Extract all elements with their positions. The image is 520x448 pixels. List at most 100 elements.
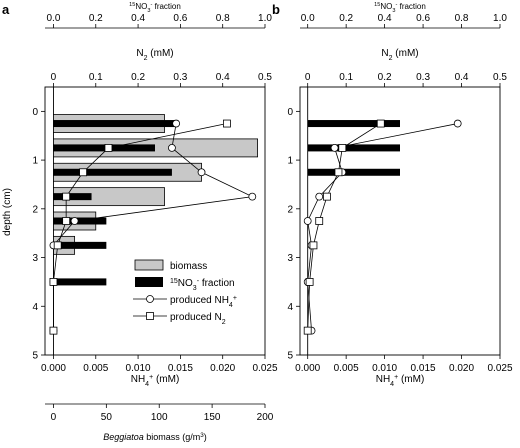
fraction-bar	[53, 168, 172, 176]
fraction-axis-label: 15NO3- fraction	[374, 2, 426, 14]
n2-tick-label: 0	[305, 72, 311, 83]
depth-tick-label: 5	[32, 351, 38, 362]
n2-point	[62, 217, 71, 225]
n2-tick-label: 0.1	[89, 72, 103, 83]
legend-label-biomass: biomass	[170, 261, 207, 272]
nh4-tick-label: 0.005	[83, 363, 108, 374]
nh4-point	[248, 192, 257, 201]
n2-tick-label: 0.5	[258, 72, 272, 83]
fraction-bar	[53, 193, 92, 201]
nh4-tick-label: 0.005	[334, 363, 359, 374]
depth-tick-label: 1	[32, 156, 38, 167]
fraction-bar	[53, 144, 155, 152]
nh4-point	[172, 119, 181, 128]
depth-tick-label: 0	[287, 107, 293, 118]
n2-axis-label: N2 (mM)	[136, 48, 173, 62]
fraction-tick-label: 0.4	[378, 13, 392, 24]
nh4-tick-label: 0.000	[41, 363, 66, 374]
n2-point	[334, 168, 343, 177]
n2-point	[323, 192, 331, 201]
panel-b: 0 1 2 3 4 5 0 0.1 0.2 0.3 0.4 0.5 N2 (mM) 0.0 0.2 0.4 0.…	[287, 2, 513, 388]
fraction-bar	[53, 278, 107, 286]
fraction-bar	[53, 217, 107, 225]
n2-tick-label: 0.5	[493, 72, 507, 83]
n2-point	[104, 144, 113, 152]
fraction-bar	[307, 120, 400, 128]
nh4-line	[53, 123, 254, 331]
fraction-tick-label: 1.0	[493, 13, 507, 24]
nh4-point	[315, 192, 324, 201]
depth-tick-label: 1	[287, 156, 293, 167]
depth-tick-label: 3	[32, 253, 38, 264]
fraction-tick-label: 0.8	[455, 13, 469, 24]
n2-tick-label: 0.1	[339, 72, 353, 83]
nh4-point	[70, 217, 79, 225]
n2-point	[79, 168, 87, 177]
biomass-tick-label: 50	[101, 412, 113, 423]
nh4-point	[330, 144, 339, 152]
legend-label-n2: produced N2	[170, 312, 226, 326]
legend-label-nh4: produced NH4+	[170, 295, 237, 309]
n2-point	[49, 326, 58, 335]
fraction-tick-label: 0.0	[47, 13, 61, 24]
fraction-tick-label: 0.8	[216, 13, 230, 24]
depth-tick-label: 5	[287, 351, 293, 362]
nh4-axis-label: NH4+ (mM)	[376, 374, 425, 388]
n2-point	[338, 144, 347, 152]
legend: biomass 15NO3- fraction produced NH4+ pr…	[133, 259, 237, 326]
nh4-axis-label: NH4+ (mM)	[131, 374, 180, 388]
fraction-tick-label: 0.6	[416, 13, 430, 24]
biomass-axis-label: Beggiatoa biomass (g/m3)	[103, 432, 207, 443]
panel-label-a: a	[2, 2, 10, 17]
n2-line	[53, 123, 228, 331]
fraction-bar	[307, 144, 400, 152]
n2-point	[223, 119, 231, 128]
depth-tick-label: 2	[287, 204, 293, 215]
nh4-tick-label: 0.015	[168, 363, 193, 374]
nh4-point	[453, 119, 462, 128]
nh4-tick-label: 0.025	[252, 363, 277, 374]
nh4-tick-label: 0.025	[487, 363, 512, 374]
biomass-tick-label: 0	[51, 412, 57, 423]
legend-box-biomass	[134, 259, 164, 271]
nh4-point	[197, 168, 206, 177]
plot-frame	[299, 86, 501, 356]
nh4-tick-label: 0.015	[411, 363, 436, 374]
n2-point	[303, 326, 312, 335]
nh4-tick-label: 0.020	[210, 363, 235, 374]
biomass-tick-label: 100	[151, 412, 168, 423]
panel-label-b: b	[272, 2, 280, 17]
n2-point	[62, 192, 71, 201]
fraction-tick-label: 0.2	[339, 13, 353, 24]
plot-frame	[44, 86, 266, 356]
biomass-tick-label: 150	[204, 412, 221, 423]
nh4-point	[303, 217, 312, 225]
fraction-tick-label: 0.4	[131, 13, 145, 24]
legend-label-fraction: 15NO3- fraction	[170, 278, 235, 292]
legend-marker-nh4	[146, 295, 154, 303]
legend-marker-n2	[146, 312, 154, 320]
nh4-tick-label: 0.000	[295, 363, 320, 374]
n2-point	[49, 278, 58, 286]
depth-tick-label: 4	[287, 302, 293, 313]
n2-tick-label: 0.4	[455, 72, 469, 83]
depth-tick-label: 4	[32, 302, 38, 313]
fraction-tick-label: 0.2	[89, 13, 103, 24]
nh4-line	[307, 123, 458, 331]
n2-axis-label: N2 (mM)	[381, 48, 418, 62]
n2-point	[309, 241, 318, 250]
nh4-point	[168, 144, 176, 152]
nh4-tick-label: 0.010	[372, 363, 397, 374]
n2-point	[376, 119, 385, 128]
n2-tick-label: 0.3	[173, 72, 187, 83]
n2-point	[315, 217, 324, 225]
legend-box-fraction	[135, 277, 163, 287]
n2-tick-label: 0.4	[216, 72, 230, 83]
fraction-tick-label: 0.0	[301, 13, 315, 24]
y-axis-label: depth (cm)	[2, 188, 13, 236]
n2-tick-label: 0.2	[378, 72, 392, 83]
n2-point	[53, 241, 62, 250]
n2-tick-label: 0.3	[416, 72, 430, 83]
fraction-tick-label: 1.0	[258, 13, 272, 24]
